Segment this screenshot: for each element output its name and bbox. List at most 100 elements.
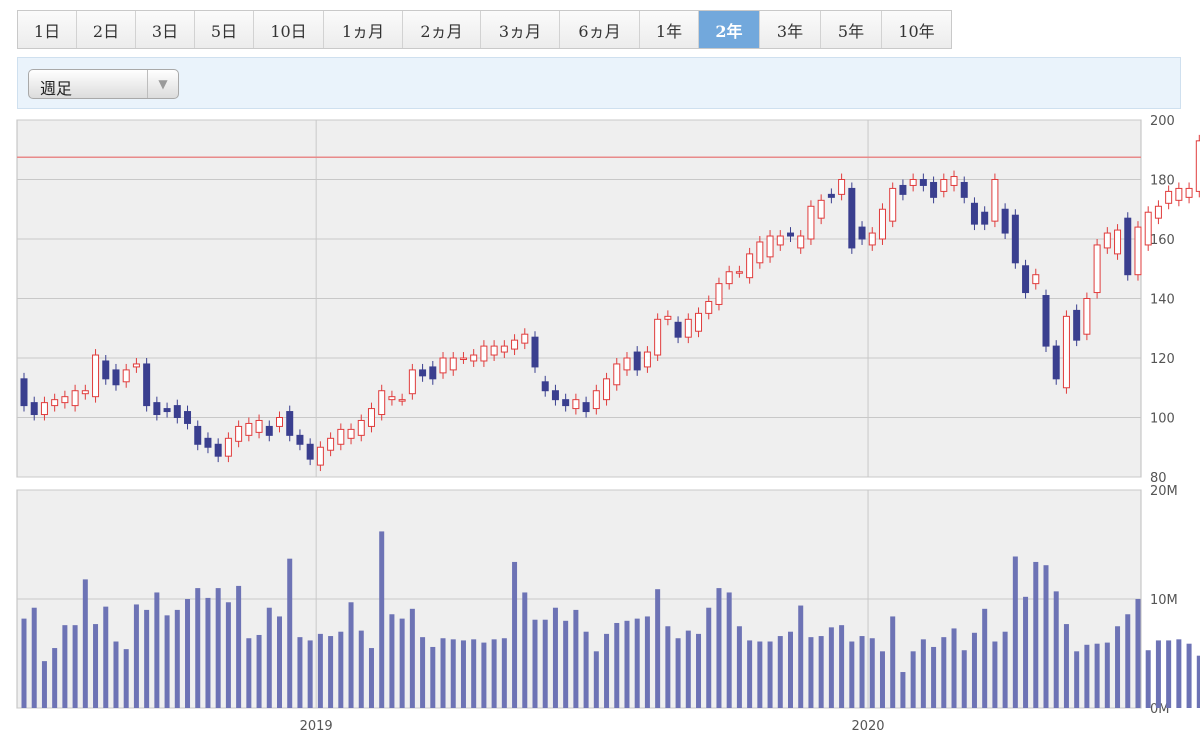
volume-bar [287,558,293,708]
candle-body [1001,208,1009,234]
volume-bar [665,626,671,708]
range-tab[interactable]: 5年 [821,11,882,48]
candle-body [408,369,416,395]
range-tab[interactable]: 1日 [18,11,77,48]
volume-bar [450,639,456,708]
candle-body [194,425,202,445]
volume-bar [1033,561,1039,708]
candle-body [378,390,386,416]
volume-bar [828,627,834,708]
candle-body [654,318,662,356]
price-tick-label: 80 [1150,471,1167,486]
candle-body [1062,315,1070,389]
volume-bar [471,639,477,708]
volume-bar [52,648,58,708]
volume-bar [1115,626,1121,708]
volume-bar [1155,640,1161,708]
volume-bar [1053,591,1059,708]
range-tab[interactable]: 3日 [136,11,195,48]
volume-bar [1125,614,1131,708]
candle-body [296,434,304,445]
volume-bar [788,631,793,708]
candle-body [1124,217,1132,276]
volume-bar [185,599,191,708]
volume-bar [890,616,896,708]
candle-body [1011,214,1019,264]
candle-body [909,179,917,186]
period-selector-panel: 週足 ▼ [17,57,1181,109]
candle-body [92,354,100,398]
candle-body [787,232,794,237]
candle-body [797,235,805,249]
candle-body [51,399,59,407]
candle-body [61,396,69,404]
volume-bar [348,602,354,708]
volume-bar [21,618,27,708]
range-tab[interactable]: 2日 [77,11,136,48]
range-tab[interactable]: 2ヵ月 [403,11,481,48]
range-tab[interactable]: 2年 [699,11,760,48]
range-tab[interactable]: 6ヵ月 [560,11,640,48]
range-tab[interactable]: 3ヵ月 [481,11,560,48]
volume-bar [103,606,109,708]
candle-body [122,369,130,383]
volume-bar [522,592,528,708]
volume-bar [992,641,998,708]
candle-body [613,363,621,386]
volume-bar [440,638,446,708]
volume-bar [246,638,252,708]
candle-body [163,408,171,413]
candle-body [449,357,457,371]
volume-bar [215,588,221,708]
volume-bar [256,634,262,708]
candle-body [715,283,723,305]
candle-body [531,336,539,368]
volume-bar [123,649,129,708]
volume-bar [818,636,824,708]
candle-body [306,443,314,460]
candle-body [214,443,222,457]
volume-bar [133,604,139,708]
range-tab[interactable]: 10年 [882,11,951,48]
candle-body [265,425,273,436]
volume-bar [869,638,875,708]
candle-body [838,179,846,195]
candle-body [562,399,570,407]
candle-body [643,351,651,368]
candle-body [112,369,120,386]
candle-body [827,193,835,198]
volume-bar [1166,640,1172,708]
volume-bar [777,636,783,708]
candle-body [337,428,345,445]
candle-body [276,417,283,427]
candle-body [224,437,232,457]
range-tab[interactable]: 1ヵ月 [324,11,403,48]
volume-bar [1012,556,1018,708]
range-tab[interactable]: 3年 [760,11,821,48]
year-tick-label: 2020 [851,719,884,734]
volume-tick-label: 20M [1150,484,1178,499]
price-tick-label: 100 [1150,412,1175,427]
volume-bar [1196,655,1200,708]
volume-bar [399,618,405,708]
volume-bar [501,638,507,708]
period-select[interactable]: 週足 ▼ [28,69,179,99]
candle-body [286,411,294,436]
candle-body [940,179,948,192]
volume-bar [317,633,323,708]
volume-bar [971,632,977,708]
volume-bar [675,638,681,708]
volume-bar [634,618,640,708]
range-tab[interactable]: 1年 [640,11,699,48]
range-tab[interactable]: 5日 [195,11,254,48]
candle-body [572,399,580,410]
candle-body [725,271,733,285]
volume-bar [236,585,242,708]
candle-body [347,428,355,439]
range-tab[interactable]: 10日 [254,11,324,48]
volume-bar [859,636,865,708]
volume-bar [685,630,691,708]
volume-bar [225,602,231,708]
candle-body [623,357,631,371]
volume-bar [328,636,334,708]
